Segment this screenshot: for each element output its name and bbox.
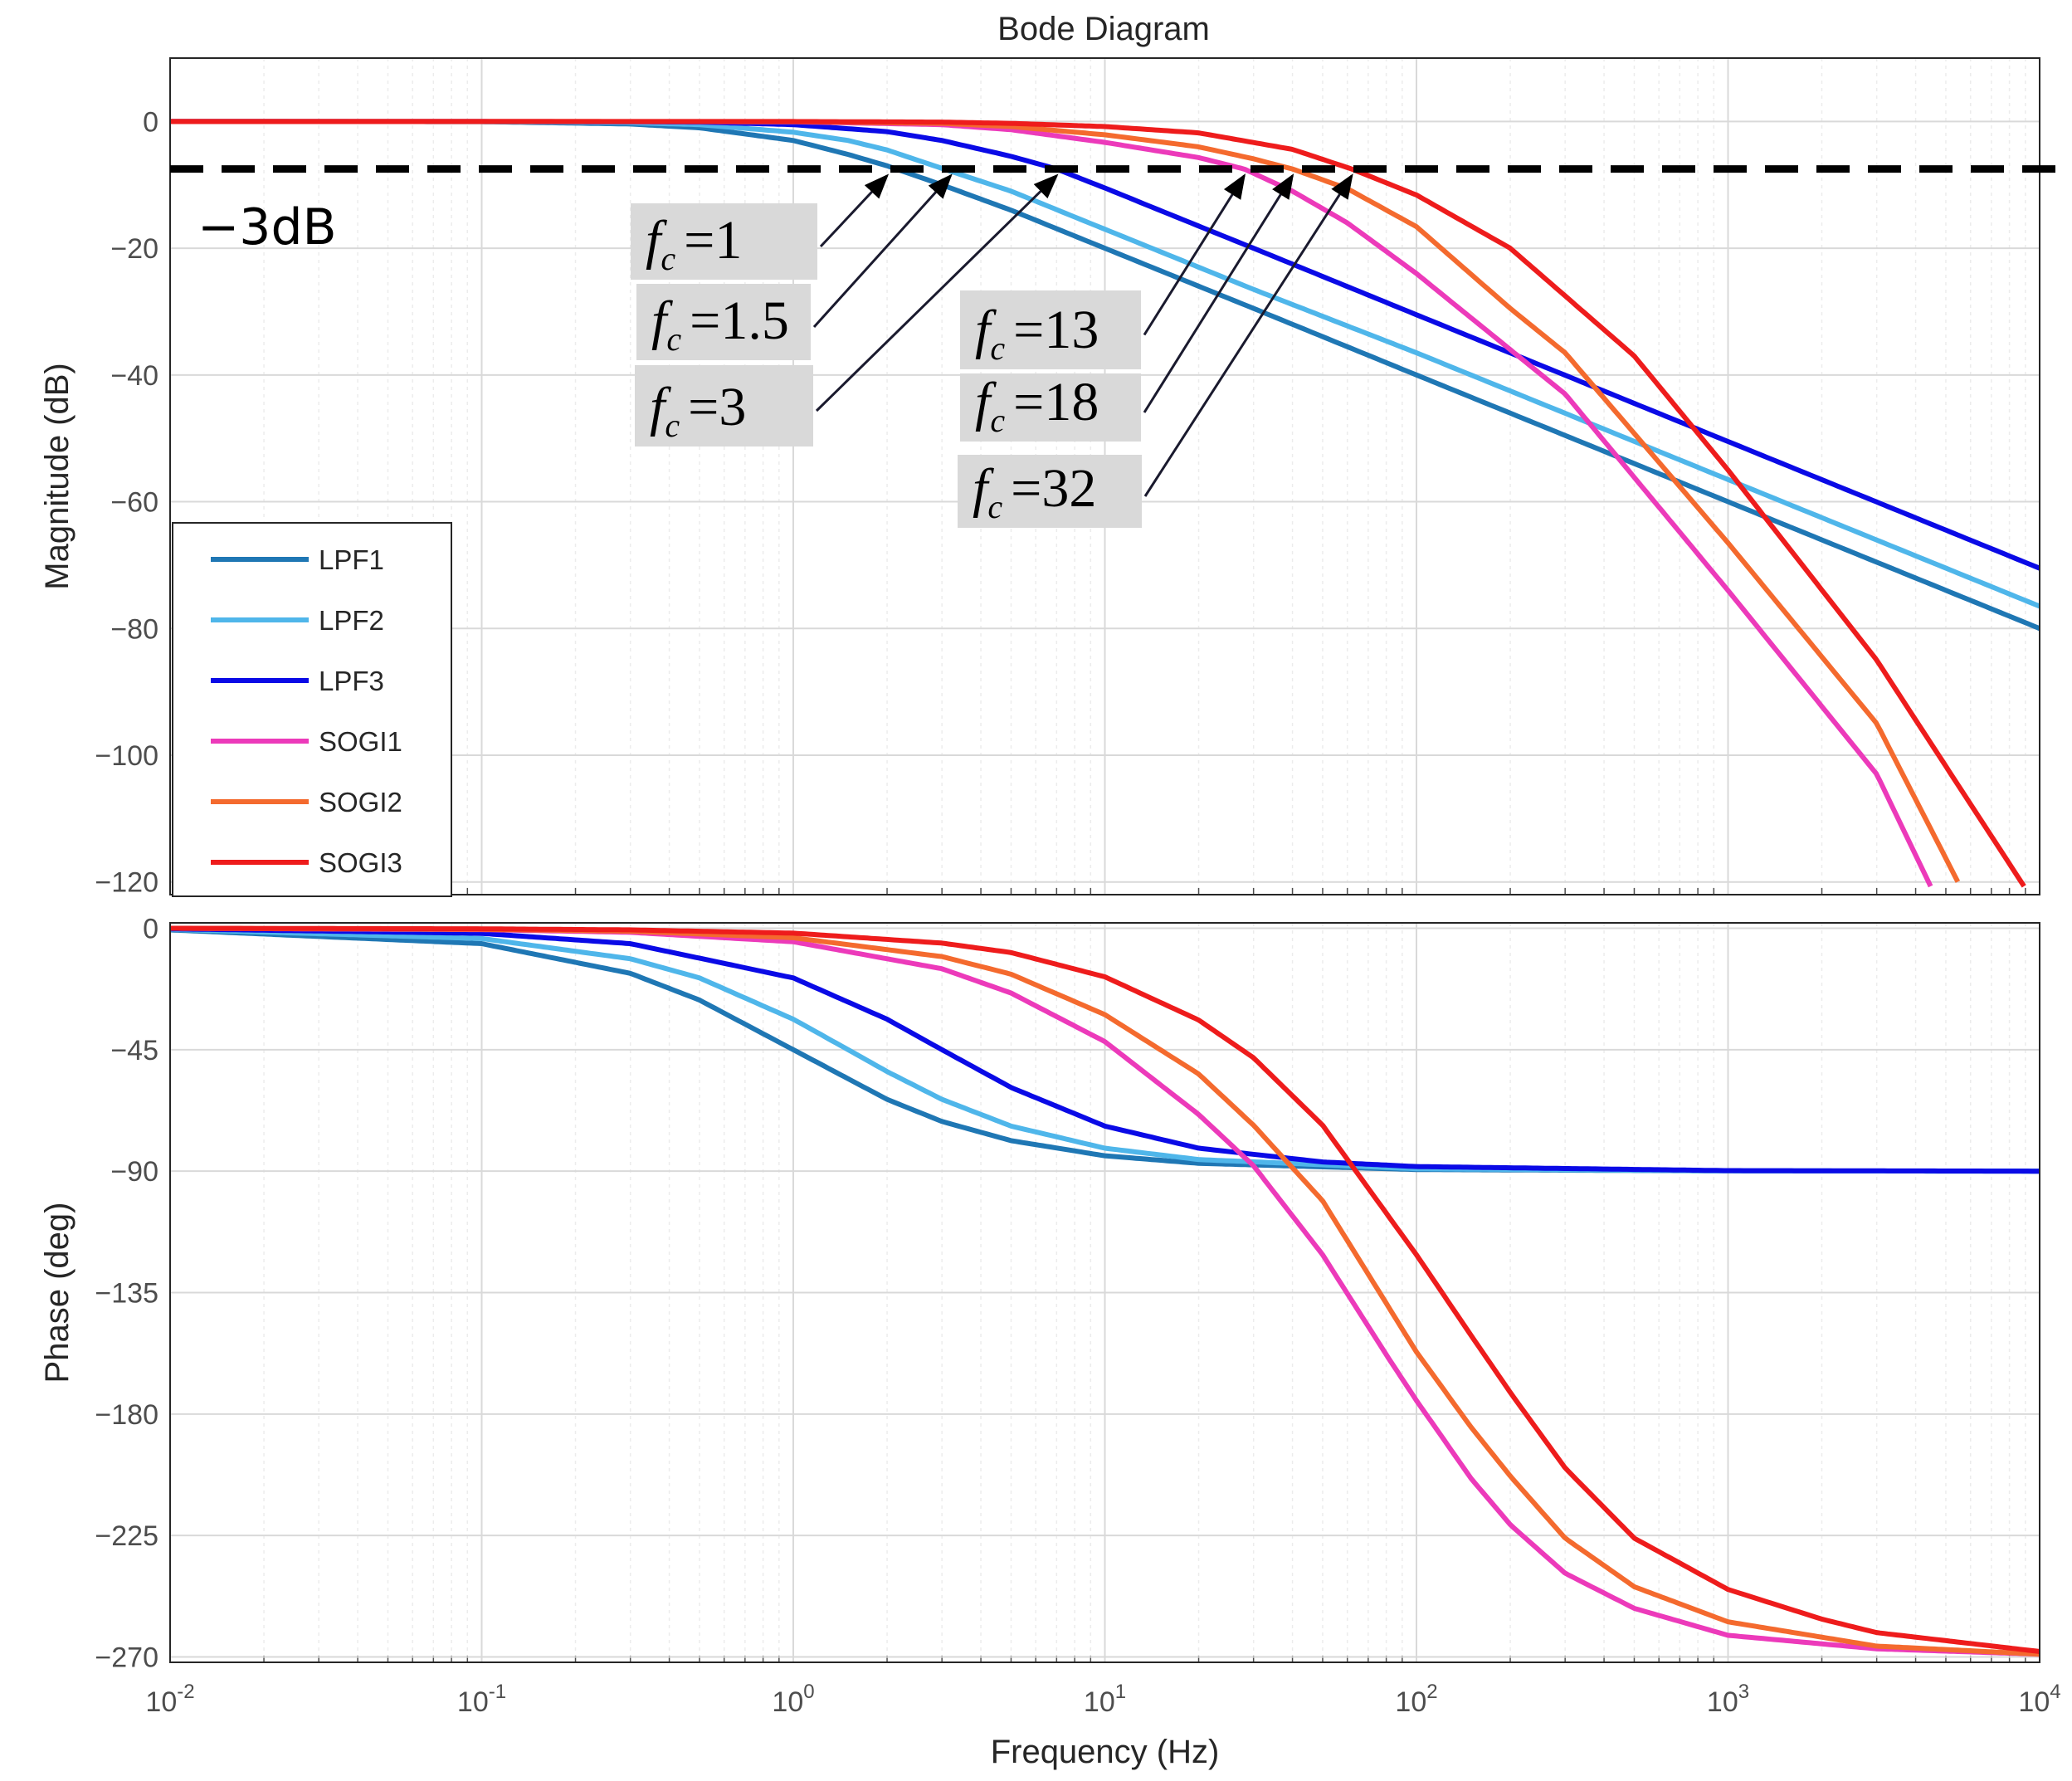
annotation-label: fc =3 [650, 377, 746, 444]
magnitude-y-tick-label: −40 [110, 360, 158, 392]
annotation-arrow [815, 173, 1059, 412]
legend-label-sogi2: SOGI2 [319, 787, 402, 817]
annotation-box [958, 455, 1142, 528]
magnitude-y-axis-label: Magnitude (dB) [39, 363, 76, 589]
phase-y-tick-label: −135 [95, 1278, 158, 1310]
phase-y-axis-label: Phase (deg) [39, 1203, 76, 1383]
magnitude-y-tick-label: −120 [95, 867, 158, 899]
legend: LPF1 LPF2 LPF3 SOGI1 SOGI2 SOGI3 [172, 522, 452, 897]
legend-box [172, 522, 452, 897]
annotation-box [636, 284, 811, 360]
phase-axes-box [169, 922, 2040, 1663]
phase-y-tick-label: 0 [143, 914, 158, 945]
annotation-arrow [1143, 173, 1353, 497]
magnitude-y-tick-label: −100 [95, 740, 158, 772]
legend-label-sogi1: SOGI1 [319, 726, 402, 757]
legend-label-lpf2: LPF2 [319, 605, 384, 636]
annotation-arrow [812, 173, 953, 329]
x-tick-label: 100 [772, 1681, 814, 1718]
x-axis-label: Frequency (Hz) [991, 1734, 1220, 1770]
chart-title: Bode Diagram [997, 11, 1210, 47]
x-tick-label: 101 [1084, 1681, 1126, 1718]
phase-series-lpf3 [170, 926, 2040, 1174]
annotation-label: fc =32 [973, 458, 1096, 525]
x-tick-label: 104 [2018, 1681, 2060, 1718]
phase-panel: 0 −45 −90 −135 −180 −225 −270 Phase (deg) 10-2 10… [39, 914, 2061, 1770]
legend-label-sogi3: SOGI3 [319, 847, 402, 878]
phase-series-sogi3 [170, 925, 2040, 1654]
x-tick-label: 103 [1707, 1681, 1749, 1718]
annotation-label: fc =1 [646, 210, 742, 277]
magnitude-y-tick-label: −80 [110, 613, 158, 645]
phase-y-tick-label: −270 [95, 1642, 158, 1673]
annotation-label: fc =1.5 [651, 290, 789, 358]
magnitude-y-tick-label: −20 [110, 233, 158, 265]
legend-label-lpf1: LPF1 [319, 544, 384, 575]
magnitude-y-tick-label: −60 [110, 487, 158, 519]
phase-y-tick-label: −180 [95, 1399, 158, 1431]
x-tick-label: 10-2 [145, 1681, 194, 1718]
magnitude-axes-box [169, 57, 2040, 895]
annotation-arrow [819, 173, 890, 248]
annotation-arrow [1143, 173, 1246, 336]
x-tick-label: 10-1 [457, 1681, 506, 1718]
magnitude-series-sogi3 [170, 119, 2026, 888]
magnitude-y-tick-label: 0 [143, 106, 158, 138]
annotation-arrow [1143, 173, 1294, 413]
x-tick-label: 102 [1395, 1681, 1437, 1718]
legend-label-lpf3: LPF3 [319, 666, 384, 696]
phase-y-tick-label: −45 [110, 1035, 158, 1066]
annotation-box [960, 290, 1141, 369]
annotation-box [631, 203, 817, 280]
annotation-box [960, 373, 1141, 442]
annotation-label: fc =13 [975, 300, 1099, 367]
phase-y-tick-label: −90 [110, 1156, 158, 1188]
annotation-box [635, 365, 813, 446]
minus-3db-label: −3dB [197, 198, 337, 256]
phase-y-tick-label: −225 [95, 1520, 158, 1552]
